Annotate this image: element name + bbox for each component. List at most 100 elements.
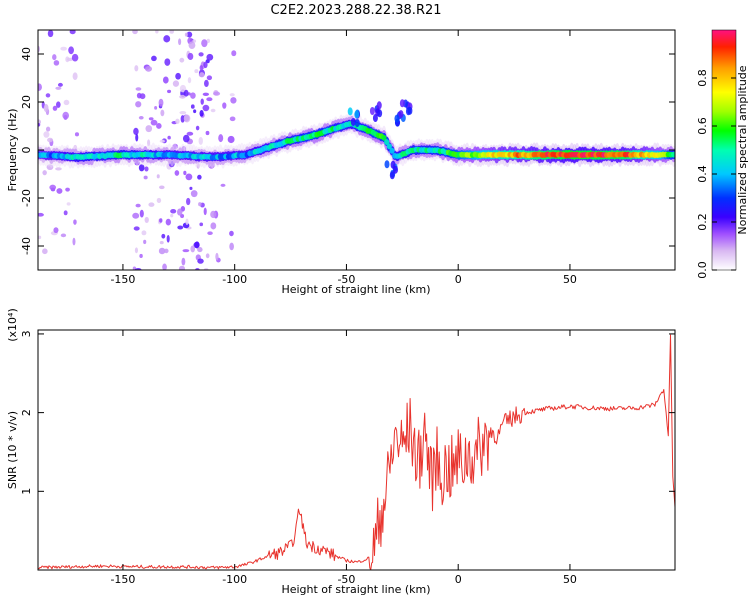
noise-speck — [202, 104, 210, 112]
noise-speck — [170, 213, 174, 218]
noise-speck — [144, 216, 149, 223]
noise-speck — [42, 248, 48, 255]
noise-speck — [53, 60, 60, 66]
noise-speck — [186, 197, 191, 206]
noise-speck — [56, 188, 63, 194]
spur-mark — [405, 107, 411, 116]
noise-speck — [200, 98, 204, 105]
noise-speck — [174, 170, 180, 176]
noise-speck — [139, 253, 143, 259]
noise-speck — [187, 77, 192, 84]
noise-speck — [135, 87, 142, 91]
colorbar-tick-label: 0.8 — [696, 69, 709, 87]
noise-speck — [194, 241, 200, 249]
noise-speck — [139, 93, 146, 100]
noise-speck — [206, 75, 213, 81]
noise-speck — [159, 218, 163, 223]
noise-speck — [163, 35, 171, 43]
noise-speck — [213, 91, 221, 96]
noise-speck — [169, 30, 175, 34]
noise-speck — [65, 187, 70, 192]
noise-speck — [68, 46, 74, 55]
noise-speck — [165, 218, 171, 226]
noise-speck — [143, 239, 147, 245]
noise-speck — [193, 109, 197, 114]
spectrogram-xlabel: Height of straight line (km) — [281, 283, 430, 296]
noise-speck — [46, 164, 54, 171]
noise-speck — [205, 130, 210, 136]
noise-speck — [42, 170, 47, 176]
noise-speck — [159, 139, 165, 143]
ridge-mark — [384, 139, 390, 146]
noise-speck — [210, 210, 217, 219]
noise-speck — [185, 218, 189, 226]
noise-speck — [181, 257, 186, 266]
spectrogram-panel: -150 -100 -50 0 50 -40 -20 0 20 40 Height of stra… — [6, 29, 676, 296]
noise-speck — [47, 30, 54, 38]
noise-speck — [186, 131, 194, 136]
noise-speck — [229, 242, 234, 251]
noise-speck — [132, 212, 140, 219]
spectrogram-ylabel: Frequency (Hz) — [6, 109, 19, 192]
noise-speck — [133, 127, 139, 136]
noise-speck — [158, 98, 164, 107]
noise-speck — [73, 219, 77, 225]
noise-speck — [179, 110, 187, 115]
noise-speck — [156, 123, 162, 129]
noise-speck — [202, 92, 210, 96]
noise-speck — [194, 69, 199, 74]
noise-speck — [199, 72, 205, 78]
y-tick-label: 40 — [20, 47, 33, 61]
noise-speck — [134, 160, 140, 166]
noise-speck — [179, 57, 185, 63]
noise-speck — [143, 175, 148, 180]
noise-speck — [203, 207, 207, 216]
snr-xlabel: Height of straight line (km) — [281, 583, 430, 596]
y-tick-label: 1 — [20, 488, 33, 495]
noise-speck — [198, 202, 202, 207]
noise-speck — [155, 30, 159, 34]
noise-speck — [230, 97, 237, 104]
noise-speck — [138, 116, 144, 120]
noise-speck — [215, 252, 219, 261]
noise-speck — [56, 101, 61, 108]
noise-speck — [60, 233, 67, 238]
noise-speck — [195, 125, 200, 131]
noise-speck — [63, 210, 68, 216]
noise-speck — [183, 114, 191, 123]
noise-speck — [45, 126, 51, 132]
noise-speck — [38, 235, 42, 240]
noise-speck — [38, 83, 42, 91]
noise-speck — [206, 53, 214, 61]
noise-speck — [204, 79, 209, 88]
noise-speck — [60, 46, 67, 51]
spur-mark — [393, 165, 399, 174]
noise-speck — [187, 52, 194, 61]
noise-speck — [177, 208, 183, 216]
noise-speck — [38, 122, 41, 127]
noise-speck — [184, 32, 188, 37]
noise-speck — [179, 94, 186, 99]
noise-speck — [138, 164, 145, 172]
y-tick-label: 0 — [20, 147, 33, 154]
noise-speck — [210, 108, 216, 113]
noise-speck — [43, 104, 49, 113]
noise-speck — [203, 61, 208, 69]
noise-speck — [178, 265, 185, 270]
snr-ticks: -150 -100 -50 0 50 1 2 3 — [20, 330, 675, 586]
spur-mark — [377, 109, 383, 118]
colorbar-tick-label: 0.4 — [696, 165, 709, 183]
noise-speck — [147, 139, 151, 147]
spur-mark — [394, 114, 400, 123]
noise-speck — [182, 134, 190, 143]
noise-speck — [164, 58, 171, 66]
spur-mark — [354, 110, 360, 119]
ridge-mark — [381, 134, 387, 141]
y-tick-label: -20 — [20, 189, 33, 207]
noise-speck — [162, 263, 167, 270]
noise-speck — [172, 143, 178, 150]
noise-speck — [220, 183, 226, 187]
noise-speck — [183, 170, 187, 176]
colorbar-ticks: 0.0 0.2 0.4 0.6 0.8 — [696, 69, 736, 279]
noise-speck — [201, 39, 208, 48]
